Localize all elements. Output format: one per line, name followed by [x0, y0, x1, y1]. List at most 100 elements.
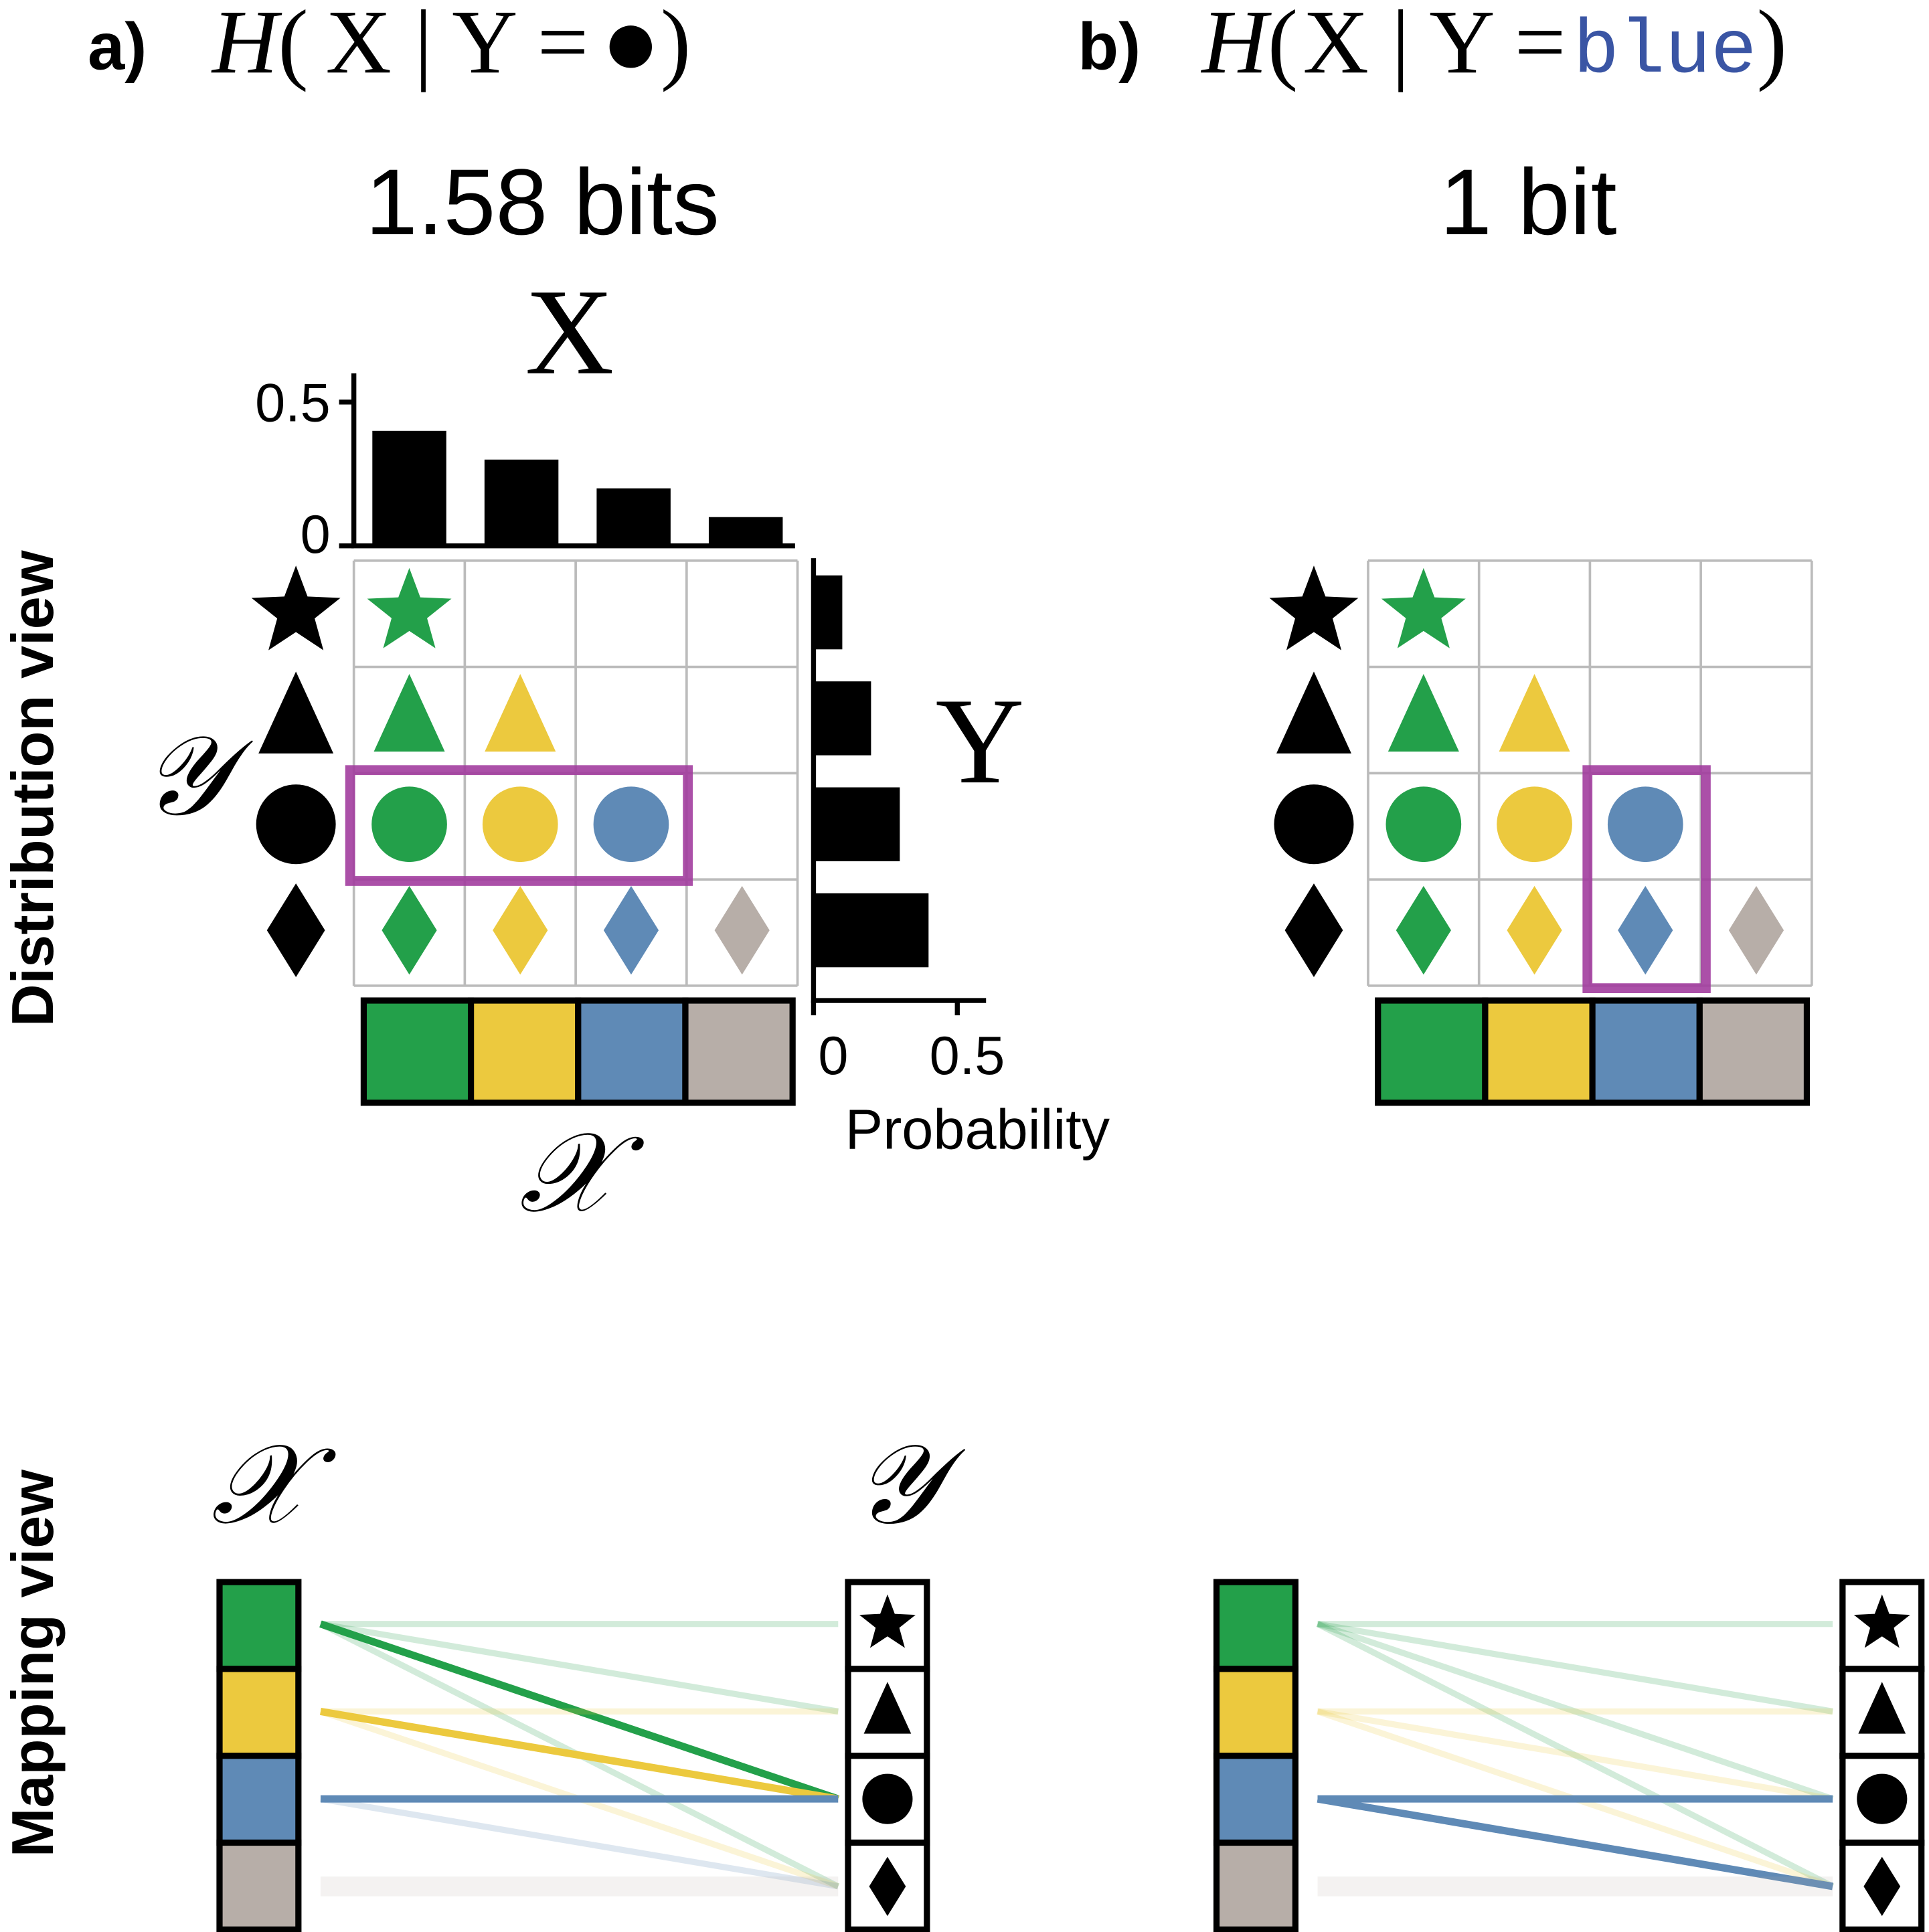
triangle-symbol	[1858, 1682, 1906, 1734]
x-color-cell	[575, 997, 689, 1106]
star-symbol	[1853, 1594, 1910, 1648]
circle-symbol	[256, 784, 336, 865]
entropy-value: 1 bit	[1440, 149, 1616, 254]
circle-symbol	[593, 786, 669, 863]
x-color-cell	[216, 1839, 302, 1932]
x-color-cell	[1696, 997, 1811, 1106]
x-color-cell	[682, 997, 796, 1106]
x-space-label: 𝒳	[519, 1112, 645, 1235]
mapping-edge	[1317, 1708, 1833, 1802]
y-space-label: 𝒴	[854, 1423, 966, 1547]
x-color-cell	[1213, 1579, 1298, 1672]
formula-condition: ●	[601, 0, 661, 96]
mapping-edge	[1317, 1621, 1833, 1715]
formula-open: (	[1268, 0, 1298, 93]
circle-symbol	[1274, 784, 1354, 865]
highlight-box	[345, 765, 693, 886]
tick-label: 0.5	[930, 1026, 1005, 1086]
side-label: Mapping view	[0, 1470, 66, 1858]
entropy-value: 1.58 bits	[365, 149, 720, 254]
formula-close: )	[661, 0, 691, 93]
bar	[813, 787, 900, 861]
y-space-label: 𝒴	[141, 715, 253, 838]
triangle-symbol	[258, 671, 334, 754]
x-color-cell	[1213, 1753, 1298, 1846]
diamond-symbol	[382, 885, 437, 975]
diamond-symbol	[1284, 883, 1343, 978]
diamond-symbol	[493, 885, 548, 975]
star-symbol	[1381, 567, 1466, 648]
x-color-cell	[1482, 997, 1596, 1106]
circle-symbol	[862, 1773, 913, 1824]
x-color-cell	[1589, 997, 1703, 1106]
bar	[813, 893, 929, 968]
x-color-cell	[360, 997, 475, 1106]
highlight-box	[1582, 765, 1711, 994]
panel-label: a)	[88, 10, 147, 84]
circle-symbol	[1857, 1773, 1908, 1824]
mapping-edge	[1317, 1795, 1834, 1891]
circle-symbol	[371, 786, 447, 863]
bar	[596, 488, 671, 546]
formula-given: X | Y =	[325, 0, 588, 93]
triangle-symbol	[373, 674, 445, 752]
bar	[813, 681, 871, 756]
side-label: Distribution view	[0, 550, 66, 1027]
bar	[708, 517, 783, 546]
circle-symbol	[1607, 786, 1683, 863]
axis-label: Probability	[845, 1097, 1110, 1160]
mapping-edge	[1317, 1621, 1834, 1802]
formula-given: X | Y =	[1303, 0, 1566, 93]
x-color-cell	[1213, 1839, 1298, 1932]
x-space-label: 𝒳	[212, 1423, 337, 1547]
formula-condition: blue	[1574, 9, 1757, 95]
y-variable-label: Y	[936, 673, 1025, 809]
diamond-symbol	[869, 1856, 906, 1917]
bar	[484, 459, 559, 546]
circle-symbol	[1497, 786, 1572, 863]
mapping-edge	[320, 1795, 839, 1890]
x-color-cell	[216, 1753, 302, 1846]
x-color-cell	[1375, 997, 1489, 1106]
formula: H(X | Y = blue)	[1200, 0, 1786, 95]
diamond-symbol	[1618, 885, 1673, 975]
circle-symbol	[1386, 786, 1462, 863]
formula: H(X | Y = ●)	[211, 0, 691, 96]
bar	[372, 430, 446, 546]
x-color-cell	[216, 1666, 302, 1759]
x-color-cell	[216, 1579, 302, 1672]
tick-label: 0	[818, 1026, 848, 1086]
diamond-symbol	[1728, 885, 1784, 975]
triangle-symbol	[1276, 671, 1351, 754]
diamond-symbol	[1396, 885, 1451, 975]
x-color-cell	[1213, 1666, 1298, 1759]
x-variable-label: X	[525, 264, 614, 400]
triangle-symbol	[485, 674, 556, 752]
formula-open: (	[278, 0, 308, 93]
star-symbol	[859, 1594, 916, 1648]
diamond-symbol	[266, 883, 325, 978]
mapping-edge	[320, 1621, 839, 1715]
star-symbol	[1269, 565, 1359, 650]
panel-label: b)	[1078, 10, 1141, 84]
triangle-symbol	[1499, 674, 1570, 752]
formula-func: H	[211, 0, 282, 93]
star-symbol	[251, 565, 341, 650]
diamond-symbol	[1507, 885, 1562, 975]
mapping-edge	[1316, 1621, 1835, 1889]
bar	[813, 575, 843, 650]
diamond-symbol	[603, 885, 659, 975]
mapping-edge	[320, 1707, 839, 1803]
tick-label: 0.5	[255, 373, 331, 434]
triangle-symbol	[1388, 674, 1459, 752]
formula-func: H	[1200, 0, 1272, 93]
diamond-symbol	[714, 885, 770, 975]
star-symbol	[367, 567, 452, 648]
x-color-cell	[467, 997, 582, 1106]
tick-label: 0	[301, 505, 331, 565]
triangle-symbol	[863, 1682, 912, 1734]
circle-symbol	[482, 786, 558, 863]
mapping-edge	[319, 1620, 840, 1803]
